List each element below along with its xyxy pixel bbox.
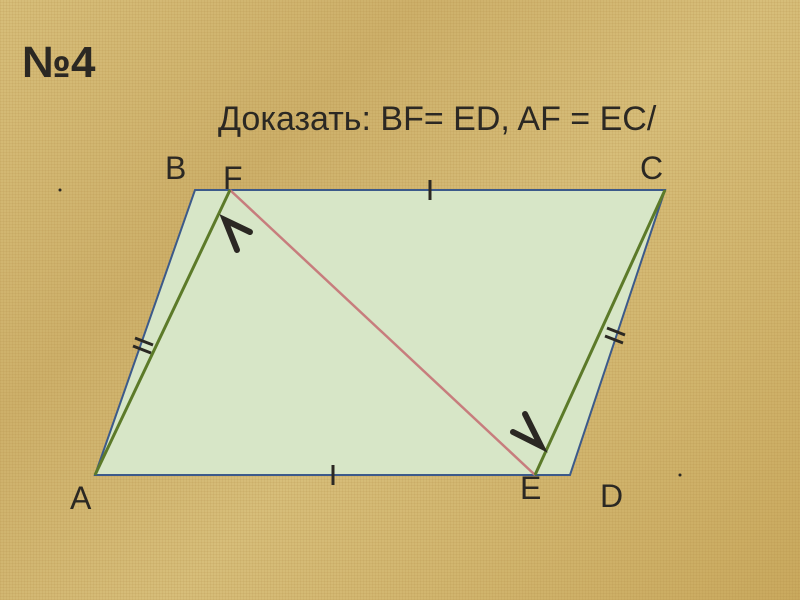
label-C: C [640, 150, 663, 187]
dot-right [679, 474, 682, 477]
parallelogram [95, 190, 665, 475]
geometry-figure [55, 150, 755, 530]
problem-number: №4 [22, 38, 96, 88]
slide-root: №4 Доказать: BF= ED, AF = EC/ [0, 0, 800, 600]
label-F: F [223, 160, 243, 197]
label-D: D [600, 478, 623, 515]
label-A: A [70, 480, 91, 517]
label-E: E [520, 470, 541, 507]
dot-left [59, 189, 62, 192]
task-statement: Доказать: BF= ED, AF = EC/ [218, 100, 656, 139]
label-B: B [165, 150, 186, 187]
